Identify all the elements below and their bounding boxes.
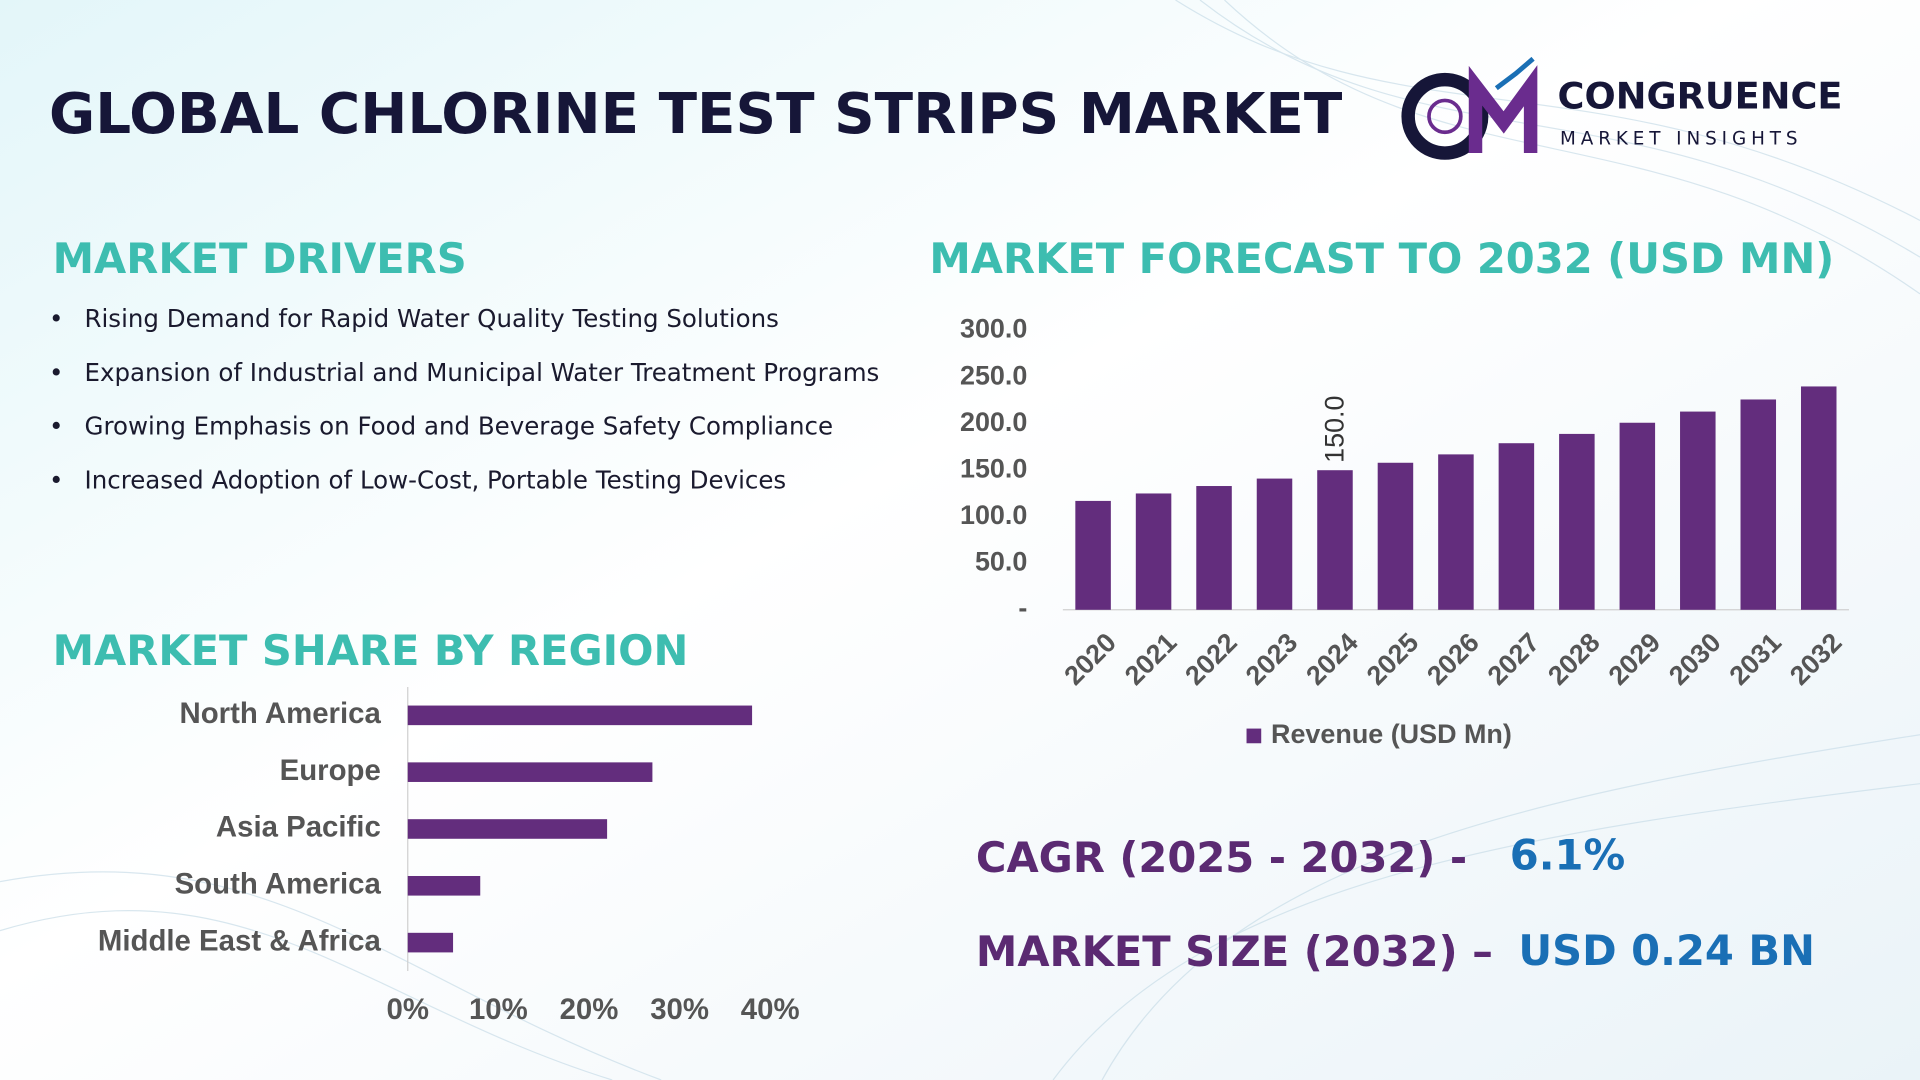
logo-name: CONGRUENCE bbox=[1558, 74, 1843, 117]
y-tick-label: North America bbox=[179, 697, 381, 730]
driver-item: Expansion of Industrial and Municipal Wa… bbox=[49, 345, 896, 399]
logo: CONGRUENCE MARKET INSIGHTS bbox=[1401, 56, 1843, 160]
drivers-box: Rising Demand for Rapid Water Quality Te… bbox=[49, 291, 896, 609]
y-tick-label: 200.0 bbox=[960, 407, 1027, 437]
logo-arrow bbox=[1494, 56, 1535, 91]
x-tick-label: 10% bbox=[469, 993, 528, 1026]
bar bbox=[407, 762, 653, 782]
bar bbox=[1317, 470, 1353, 610]
x-tick-label: 30% bbox=[650, 993, 709, 1026]
bar bbox=[1196, 486, 1232, 610]
bar bbox=[1800, 386, 1837, 610]
bar bbox=[1498, 443, 1535, 610]
bar bbox=[1740, 399, 1777, 610]
bar bbox=[1680, 411, 1716, 610]
driver-item: Increased Adoption of Low-Cost, Portable… bbox=[49, 453, 896, 507]
page-title: GLOBAL CHLORINE TEST STRIPS MARKET bbox=[49, 82, 1343, 147]
market-size-label: MARKET SIZE (2032) – bbox=[976, 927, 1493, 976]
cagr-label: CAGR (2025 - 2032) - bbox=[976, 833, 1467, 882]
bar bbox=[1377, 462, 1414, 610]
y-tick-label: 250.0 bbox=[960, 360, 1027, 390]
logo-globe bbox=[1427, 98, 1463, 135]
bar bbox=[407, 876, 481, 896]
drivers-list: Rising Demand for Rapid Water Quality Te… bbox=[49, 291, 896, 507]
bar bbox=[1135, 493, 1172, 610]
drivers-heading: MARKET DRIVERS bbox=[53, 234, 467, 283]
driver-item: Rising Demand for Rapid Water Quality Te… bbox=[49, 291, 896, 345]
y-tick-label: Middle East & Africa bbox=[98, 924, 382, 957]
y-tick-label: Asia Pacific bbox=[216, 811, 381, 844]
y-tick-label: 50.0 bbox=[975, 546, 1027, 576]
legend-swatch bbox=[1246, 728, 1262, 744]
region-heading: MARKET SHARE BY REGION bbox=[53, 626, 689, 675]
bar bbox=[1559, 433, 1595, 610]
driver-item: Growing Emphasis on Food and Beverage Sa… bbox=[49, 399, 896, 453]
y-tick-label: - bbox=[1018, 593, 1027, 623]
logo-tagline: MARKET INSIGHTS bbox=[1560, 129, 1802, 150]
y-tick-label: 300.0 bbox=[960, 314, 1027, 344]
bar bbox=[1438, 454, 1474, 610]
x-tick-label: 0% bbox=[387, 993, 429, 1026]
forecast-heading: MARKET FORECAST TO 2032 (USD MN) bbox=[929, 234, 1834, 283]
bar bbox=[1075, 500, 1111, 610]
market-size-value: USD 0.24 BN bbox=[1518, 926, 1815, 975]
x-tick-label: 20% bbox=[560, 993, 619, 1026]
bar bbox=[407, 932, 454, 953]
value-label: 150.0 bbox=[1319, 395, 1349, 462]
logo-m bbox=[1468, 65, 1538, 154]
bar bbox=[407, 705, 753, 726]
y-tick-label: Europe bbox=[280, 754, 381, 787]
bar bbox=[1256, 478, 1293, 610]
y-tick-label: 100.0 bbox=[960, 500, 1027, 530]
bar bbox=[1619, 422, 1656, 610]
y-tick-label: 150.0 bbox=[960, 453, 1027, 483]
x-tick-label: 40% bbox=[741, 993, 800, 1026]
cagr-value: 6.1% bbox=[1510, 830, 1625, 879]
legend-label: Revenue (USD Mn) bbox=[1271, 719, 1512, 749]
bar bbox=[407, 819, 608, 839]
y-tick-label: South America bbox=[175, 868, 382, 901]
